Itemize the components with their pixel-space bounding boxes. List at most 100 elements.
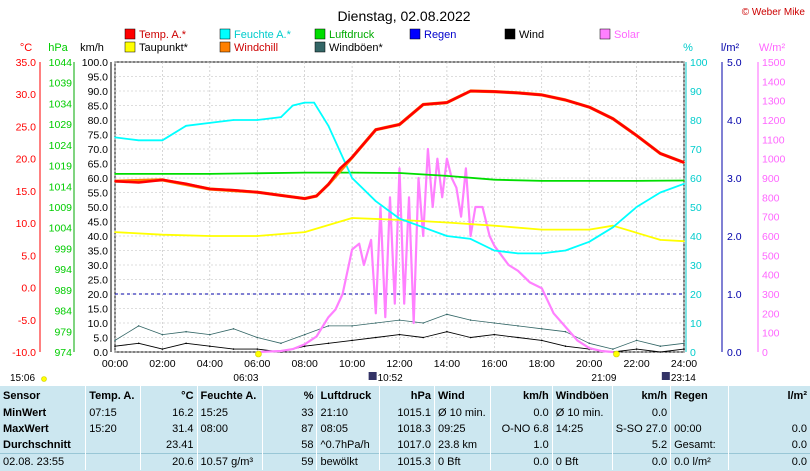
table-cell: 0.0 <box>727 453 810 470</box>
humidity-tick-label: 0 <box>690 347 696 359</box>
series-point <box>209 188 211 190</box>
legend-swatch <box>124 28 136 40</box>
legend-label: Taupunkt* <box>139 42 189 54</box>
wind-tick-label: 5.0 <box>93 333 108 345</box>
weather-chart: Dienstag, 02.08.2022 © Weber Mike Temp. … <box>10 7 805 384</box>
x-tick-label: 14:00 <box>434 358 460 370</box>
series-point <box>137 181 140 184</box>
table-cell: 0.0 l/m² <box>670 453 729 470</box>
legend-swatch <box>599 28 611 40</box>
rain-tick-label: 0.0 <box>727 347 742 359</box>
rain-axis-unit: l/m² <box>721 42 740 54</box>
legend-label: Temp. A.* <box>139 29 187 41</box>
series-point <box>315 195 318 197</box>
x-tick-label: 00:00 <box>102 358 128 370</box>
series-point <box>552 312 555 315</box>
series-point <box>488 235 491 237</box>
sun-icon <box>41 376 47 382</box>
wind-tick-label: 75.0 <box>88 130 109 142</box>
table-cell: Ø 10 min. <box>433 405 491 421</box>
series-point <box>327 325 330 327</box>
table-cell: 31.4 <box>140 421 198 437</box>
table-cell: 15:20 <box>85 421 141 437</box>
table-cell: 14:25 <box>551 421 613 437</box>
chart-series <box>114 89 685 354</box>
sun-time-label: 06:03 <box>233 373 258 384</box>
pressure-tick-label: 1019 <box>49 161 73 173</box>
series-point <box>436 157 439 160</box>
temp-tick-label: -5.0 <box>18 315 36 327</box>
series-point <box>422 226 425 229</box>
series-point <box>469 235 472 237</box>
x-tick-label: 24:00 <box>671 358 697 370</box>
table-header-cell: Regen <box>670 386 729 405</box>
series-point <box>412 322 415 324</box>
wind-tick-label: 100.0 <box>82 57 108 69</box>
temp-axis-unit: °C <box>20 42 32 54</box>
solar-tick-label: 1200 <box>762 115 786 127</box>
series-point <box>683 183 685 185</box>
series-point <box>334 308 337 311</box>
legend-swatch <box>219 41 231 53</box>
series-point <box>500 254 503 257</box>
series-point <box>394 302 396 305</box>
rain-tick-label: 5.0 <box>727 57 742 69</box>
solar-tick-label: 500 <box>762 250 780 262</box>
series-point <box>576 339 579 342</box>
table-cell: 1.0 <box>489 437 553 454</box>
solar-tick-label: 800 <box>762 192 780 204</box>
series-point <box>313 101 315 104</box>
legend-swatch <box>504 28 516 40</box>
series-point <box>564 99 567 101</box>
series-point <box>564 345 567 348</box>
sun-time-label: 21:09 <box>591 373 616 384</box>
row-label: Durchschnitt <box>3 439 71 451</box>
series-point <box>370 239 372 241</box>
series-point <box>256 348 259 350</box>
table-header-cell: Wind <box>433 386 491 405</box>
series-point <box>398 123 401 126</box>
series-point <box>114 173 116 175</box>
series-point <box>185 330 187 333</box>
legend-label: Luftdruck <box>329 29 375 41</box>
pressure-tick-label: 1044 <box>49 57 73 69</box>
moon-time-label: 23:14 <box>671 373 696 384</box>
series-point <box>280 350 282 352</box>
table-cell: 1017.0 <box>379 437 435 454</box>
x-tick-label: 04:00 <box>197 358 223 370</box>
temp-tick-label: 5.0 <box>21 250 36 262</box>
series-point <box>469 238 472 240</box>
series-point <box>303 101 306 104</box>
table-cell: 0.0 <box>611 405 671 421</box>
series-point <box>137 342 140 345</box>
stats-table: Sensor Temp. A. °C Feuchte A.% Luftdruck hPa W… <box>0 386 810 470</box>
solar-tick-label: 900 <box>762 173 780 185</box>
wind-tick-label: 40.0 <box>88 231 109 243</box>
solar-tick-label: 0 <box>762 347 768 359</box>
pressure-tick-label: 994 <box>54 264 72 276</box>
series-point <box>493 90 496 93</box>
series-point <box>327 125 330 127</box>
table-cell <box>670 405 729 421</box>
table-cell: Gesamt: <box>670 437 729 454</box>
series-point <box>351 339 353 342</box>
series-point <box>541 228 543 231</box>
series-point <box>588 180 590 182</box>
series-point <box>517 252 519 255</box>
series-point <box>659 152 662 155</box>
solar-tick-label: 1100 <box>762 134 785 146</box>
table-cell: 15:25 <box>196 405 263 421</box>
series-point <box>507 264 510 266</box>
rain-tick-label: 3.0 <box>727 173 742 185</box>
table-cell: 5.2 <box>611 437 671 454</box>
series-point <box>161 333 164 336</box>
series-point <box>635 339 638 342</box>
humidity-tick-label: 100 <box>690 57 708 69</box>
row-label: MinWert <box>3 407 47 419</box>
series-point <box>256 235 259 237</box>
chart-grid <box>114 61 685 353</box>
x-tick-label: 12:00 <box>386 358 412 370</box>
wind-tick-label: 80.0 <box>88 115 109 127</box>
series-point <box>232 348 235 350</box>
table-cell: 0.0 <box>611 453 671 470</box>
